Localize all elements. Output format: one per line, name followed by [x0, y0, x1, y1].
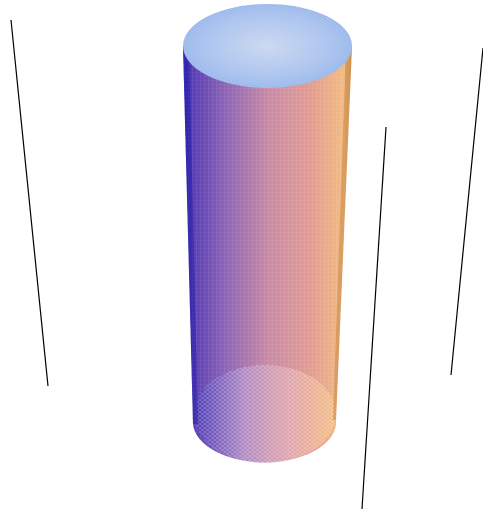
frame-edge-right-back	[450, 47, 483, 376]
cylinder-top-cap-mesh	[183, 4, 352, 88]
cylinder-left-edge	[183, 46, 198, 424]
frame-edge-right-front	[361, 126, 387, 510]
cylinder-side-mesh	[183, 46, 352, 463]
cylinder-right-edge	[333, 46, 352, 420]
cylinder	[183, 4, 352, 463]
frame-edge-left	[10, 19, 49, 387]
cylinder-bottom-cap-mesh	[194, 365, 336, 463]
